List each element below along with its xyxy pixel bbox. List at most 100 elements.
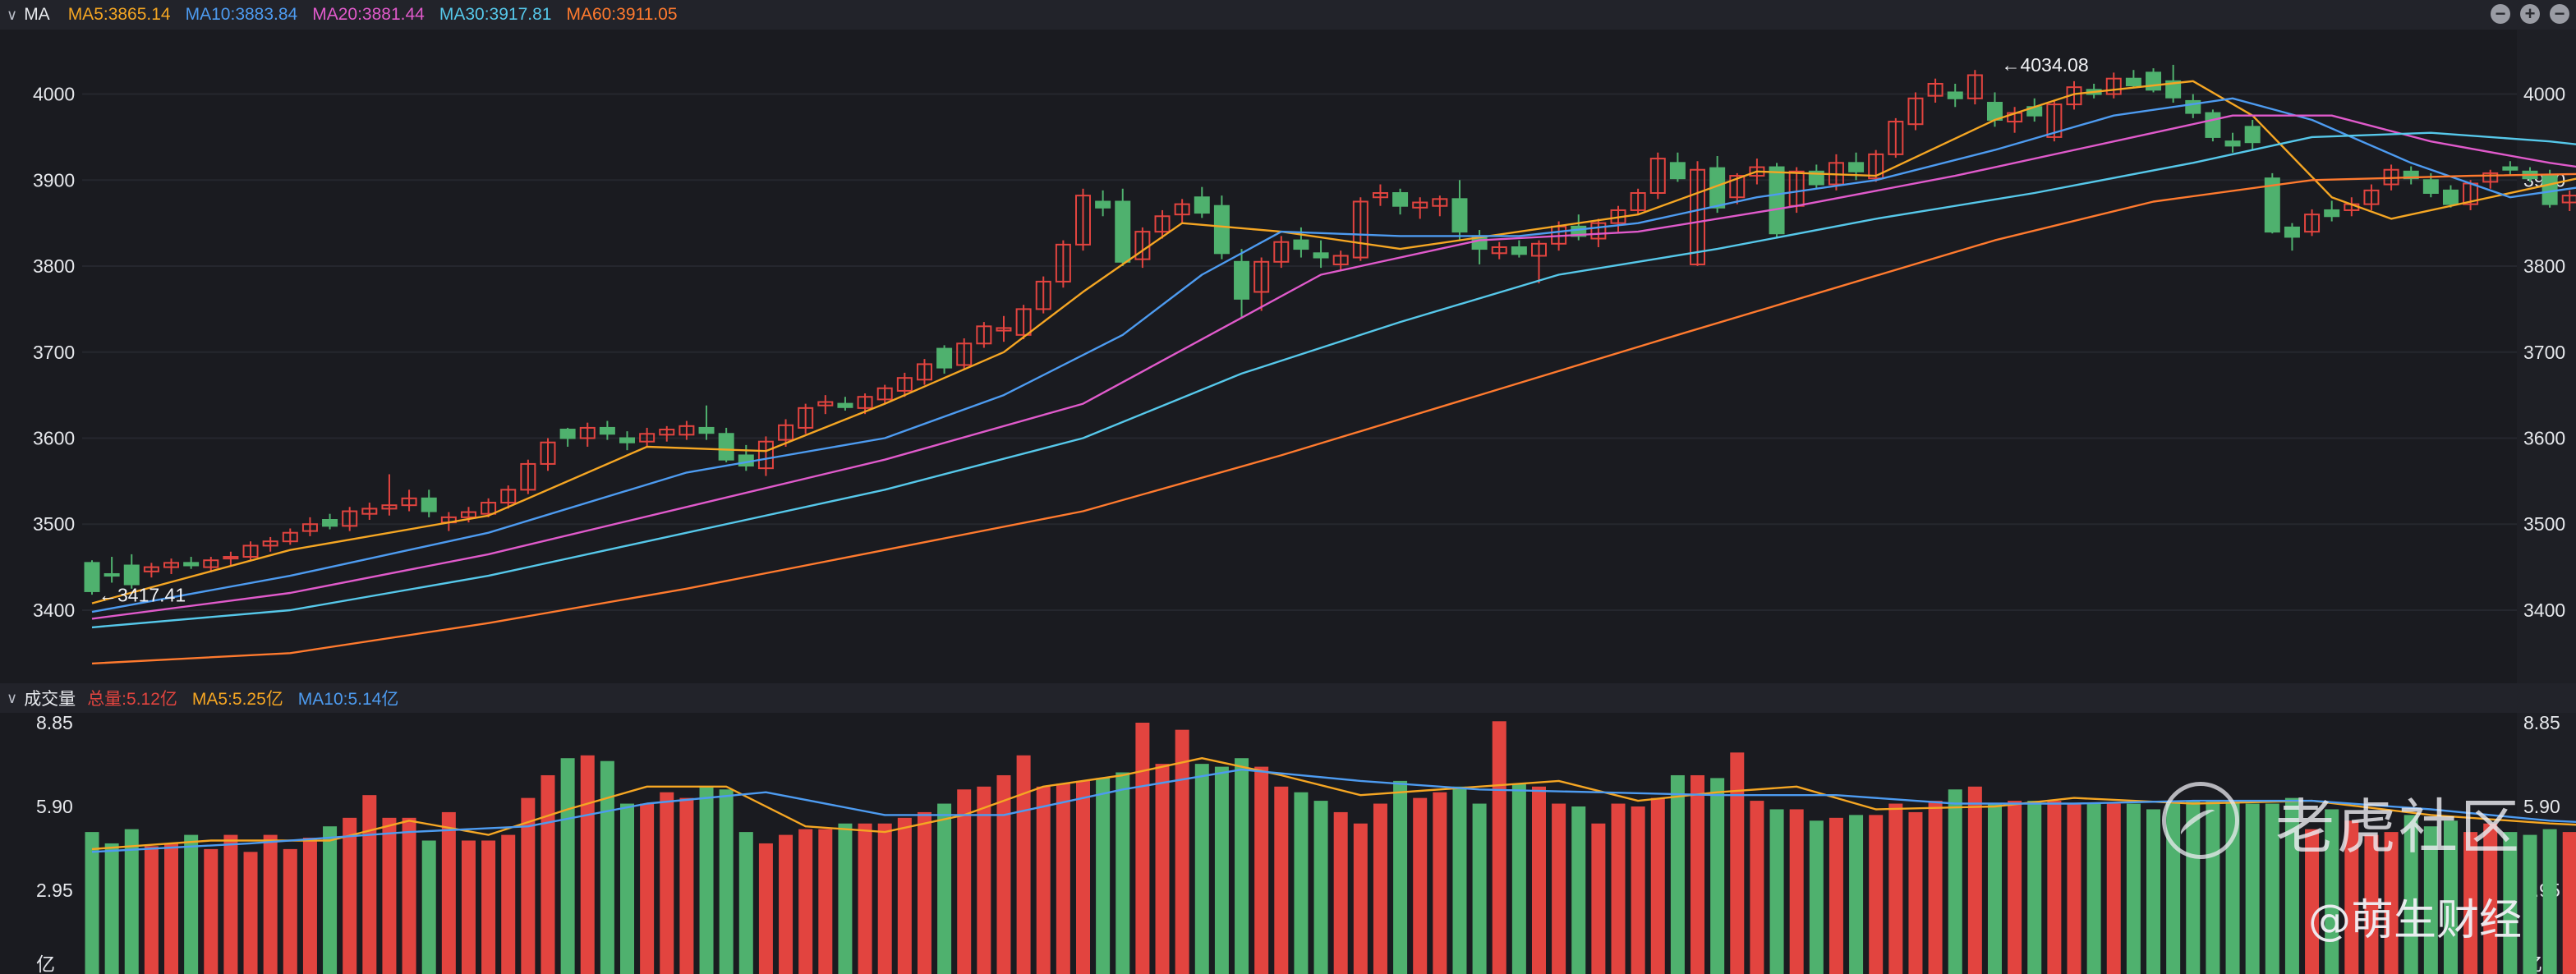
candle-up[interactable] [481,502,497,515]
volume-bar-down[interactable] [699,786,714,974]
volume-bar-up[interactable] [2008,801,2022,974]
candle-up[interactable] [757,440,774,470]
volume-bar-up[interactable] [1828,817,1843,974]
volume-bar-up[interactable] [302,838,317,974]
volume-bar-up[interactable] [818,829,833,974]
volume-bar-up[interactable] [1552,803,1566,974]
candle-down[interactable] [183,562,200,567]
volume-bar-up[interactable] [1591,823,1606,974]
candle-up[interactable] [1491,246,1507,255]
volume-bar-down[interactable] [85,832,99,974]
candle-down[interactable] [2442,189,2459,205]
candle-up[interactable] [1154,215,1171,233]
volume-bar-up[interactable] [144,846,159,974]
candle-up[interactable] [1907,97,1924,126]
volume-bar-up[interactable] [640,803,655,974]
candle-up[interactable] [242,544,259,558]
candle-up[interactable] [1888,121,1904,155]
candle-up[interactable] [857,396,873,409]
volume-bar-up[interactable] [283,848,297,974]
price-chart[interactable]: 4000400039003900380038003700370036003600… [0,30,2576,683]
candle-down[interactable] [84,562,100,592]
volume-bar-up[interactable] [2562,832,2576,974]
candle-up[interactable] [896,377,913,392]
volume-bar-up[interactable] [1135,723,1150,974]
volume-bar-down[interactable] [2503,832,2518,974]
volume-bar-down[interactable] [1710,778,1725,974]
candle-down[interactable] [718,433,734,461]
volume-bar-up[interactable] [779,834,794,974]
candle-down[interactable] [104,572,120,577]
candle-up[interactable] [203,559,219,568]
volume-bar-up[interactable] [1056,783,1070,974]
candle-up[interactable] [262,540,278,547]
volume-bar-up[interactable] [362,795,377,974]
volume-bar-down[interactable] [2523,834,2537,974]
candle-down[interactable] [1313,252,1329,259]
candle-up[interactable] [956,342,973,366]
volume-bar-up[interactable] [1789,809,1804,974]
volume-bar-up[interactable] [1928,801,1943,974]
volume-bar-down[interactable] [1393,780,1408,974]
volume-bar-down[interactable] [1809,820,1824,974]
candle-down[interactable] [1511,246,1527,255]
volume-bar-down[interactable] [620,803,635,974]
volume-bar-up[interactable] [679,797,694,974]
candle-down[interactable] [1769,166,1785,235]
volume-bar-up[interactable] [2047,801,2062,974]
volume-bar-down[interactable] [738,832,753,974]
volume-bar-down[interactable] [838,823,853,974]
candle-down[interactable] [2502,166,2518,171]
volume-bar-up[interactable] [996,774,1011,974]
volume-bar-down[interactable] [1294,792,1309,974]
candle-down[interactable] [1392,192,1409,207]
candle-up[interactable] [1015,308,1032,336]
candle-down[interactable] [1947,91,1963,99]
volume-bar-up[interactable] [1531,786,1546,974]
candle-up[interactable] [2561,195,2576,204]
candle-up[interactable] [778,424,794,441]
candle-down[interactable] [837,402,853,408]
volume-bar-up[interactable] [164,843,179,974]
volume-bar-up[interactable] [501,834,516,974]
candle-up[interactable] [876,387,893,401]
volume-bar-up[interactable] [2106,803,2121,974]
volume-bar-up[interactable] [540,774,555,974]
volume-bar-down[interactable] [1670,774,1685,974]
volume-bar-up[interactable] [1333,811,1348,974]
candle-up[interactable] [996,327,1012,332]
volume-bar-up[interactable] [917,811,932,974]
collapse-chevron-icon[interactable]: ∨ [7,689,18,706]
volume-chart[interactable]: 8.858.855.905.902.952.95亿亿 [0,713,2576,974]
candle-down[interactable] [2224,140,2241,147]
volume-bar-down[interactable] [2245,803,2260,974]
volume-bar-down[interactable] [1235,758,1249,974]
candle-up[interactable] [1254,260,1270,293]
volume-bar-down[interactable] [2265,803,2279,974]
volume-bar-down[interactable] [1214,766,1229,974]
candle-up[interactable] [2046,103,2063,138]
volume-bar-up[interactable] [1036,786,1051,974]
volume-bar-up[interactable] [2364,834,2379,974]
candle-up[interactable] [1966,74,1983,99]
volume-bar-down[interactable] [1987,803,2002,974]
collapse-chevron-icon[interactable]: ∨ [7,6,18,23]
volume-bar-up[interactable] [1076,780,1090,974]
candle-up[interactable] [282,531,298,543]
candle-down[interactable] [2165,80,2182,99]
candle-down[interactable] [1213,204,1230,255]
candle-down[interactable] [2542,174,2558,205]
volume-bar-up[interactable] [1353,823,1368,974]
volume-bar-up[interactable] [1631,806,1645,974]
volume-bar-down[interactable] [184,834,199,974]
candle-up[interactable] [659,429,675,436]
volume-bar-up[interactable] [1373,803,1387,974]
volume-bar-up[interactable] [897,817,912,974]
candle-up[interactable] [2304,214,2321,233]
volume-bar-down[interactable] [124,829,139,974]
volume-bar-down[interactable] [1096,778,1111,974]
candle-up[interactable] [1332,255,1349,265]
candle-up[interactable] [1649,158,1666,195]
volume-bar-up[interactable] [2344,820,2359,974]
candle-up[interactable] [798,407,814,429]
